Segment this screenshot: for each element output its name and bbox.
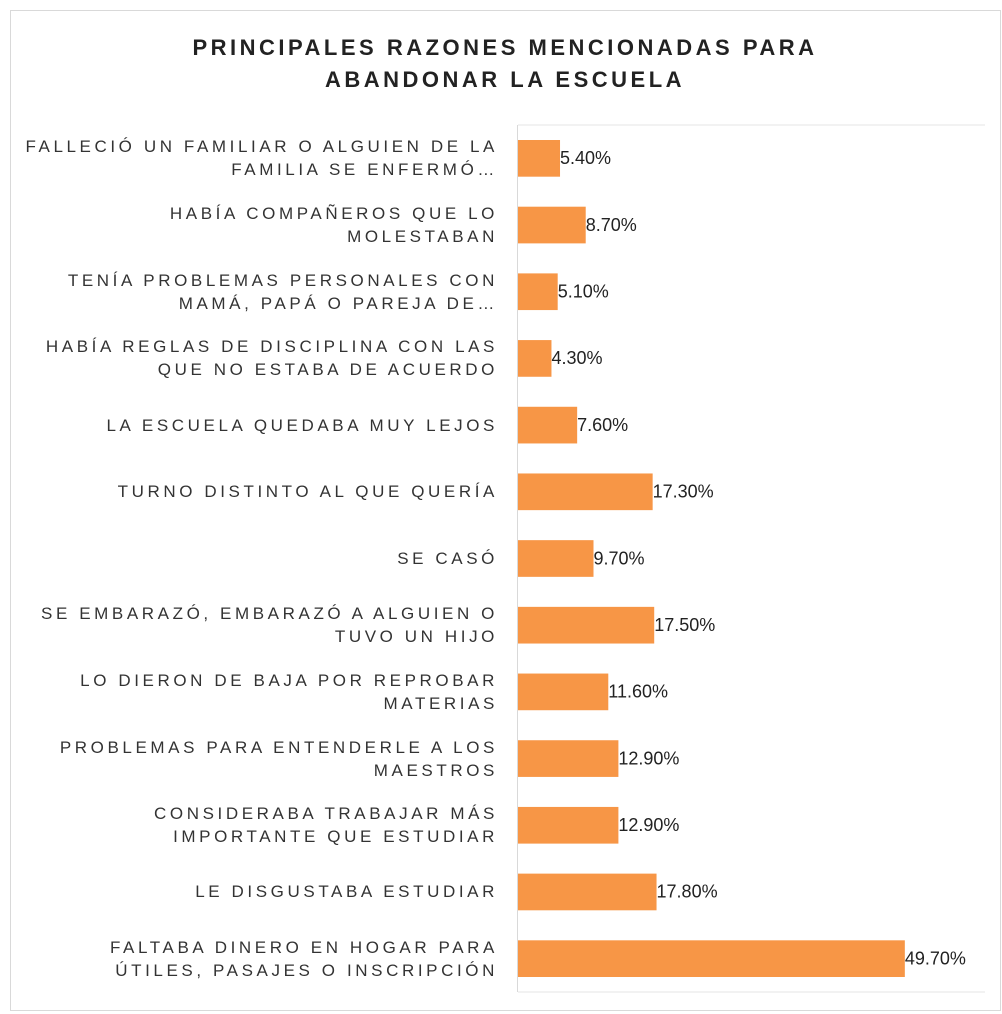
bar (518, 673, 609, 711)
category-label: SE CASÓ (397, 549, 498, 568)
category-label: HABÍA REGLAS DE DISCIPLINA CON LAS QUE N… (45, 337, 498, 380)
category-label: LE DISGUSTABA ESTUDIAR (195, 882, 498, 902)
value-label: 8.70% (586, 215, 637, 235)
category-label: FALTABA DINERO EN HOGAR PARA ÚTILES, PAS… (110, 937, 498, 980)
value-label: 7.60% (577, 415, 628, 435)
value-label: 49.70% (905, 948, 966, 968)
category-label: CONSIDERABA TRABAJAR MÁS IMPORTANTE QUE … (154, 804, 498, 847)
value-label: 17.80% (657, 882, 718, 902)
bar (518, 473, 653, 511)
category-label: LA ESCUELA QUEDABA MUY LEJOS (106, 415, 498, 435)
category-label: SE EMBARAZÓ, EMBARAZÓ A ALGUIEN O TUVO U… (41, 604, 498, 647)
category-label: TENÍA PROBLEMAS PERSONALES CON MAMÁ, PAP… (67, 270, 498, 313)
value-label: 12.90% (618, 748, 679, 768)
category-label: HABÍA COMPAÑEROS QUE LO MOLESTABAN (169, 204, 498, 247)
chart-title: PRINCIPALES RAZONES MENCIONADAS PARA ABA… (192, 35, 818, 92)
bar (518, 206, 586, 244)
bar (518, 406, 578, 444)
value-label: 9.70% (593, 548, 644, 568)
value-label: 5.10% (558, 281, 609, 301)
bar (518, 806, 619, 844)
chart-border (10, 10, 1001, 1011)
value-label: 17.30% (653, 482, 714, 502)
bar (518, 873, 657, 911)
value-label: 11.60% (608, 682, 668, 702)
bar (518, 606, 655, 644)
category-label: FALLECIÓ UN FAMILIAR O ALGUIEN DE LA FAM… (25, 137, 498, 180)
bar (518, 540, 594, 577)
category-label: TURNO DISTINTO AL QUE QUERÍA (117, 482, 498, 502)
category-label: LO DIERON DE BAJA POR REPROBAR MATERIAS (80, 670, 498, 713)
value-label: 4.30% (551, 348, 602, 368)
category-label: PROBLEMAS PARA ENTENDERLE A LOS MAESTROS (59, 737, 498, 780)
value-label: 17.50% (654, 615, 715, 635)
bar (518, 340, 552, 377)
bar (518, 273, 558, 311)
bar (518, 740, 619, 777)
bar (518, 940, 905, 977)
value-label: 5.40% (560, 148, 611, 168)
value-label: 12.90% (618, 815, 679, 835)
bar (518, 140, 561, 177)
